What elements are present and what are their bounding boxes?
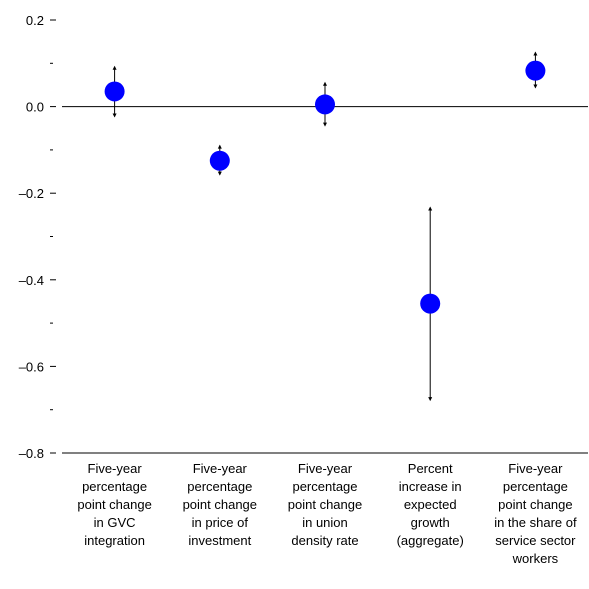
y-tick-label: 0.0 xyxy=(26,100,44,115)
x-tick-label: Five-year percentage point change in price … xyxy=(183,461,257,548)
x-tick-label-line: point change xyxy=(183,497,257,512)
x-tick-label: Five-year percentage point change in GVC int… xyxy=(77,461,151,548)
error-cap-lower xyxy=(217,171,222,176)
x-tick-label-line: percentage xyxy=(187,479,252,494)
x-tick-label-line: point change xyxy=(288,497,362,512)
error-cap-upper xyxy=(112,65,117,70)
y-tick-label: –0.6 xyxy=(19,359,44,374)
point xyxy=(420,293,441,314)
point xyxy=(525,60,546,81)
y-tick-label: –0.8 xyxy=(19,446,44,461)
error-cap-lower xyxy=(428,397,433,402)
point xyxy=(104,81,125,102)
error-cap-lower xyxy=(323,122,327,127)
x-tick-label-line: investment xyxy=(188,533,251,548)
x-tick-label: Five-year percentage point change in the sh… xyxy=(494,461,577,566)
point xyxy=(209,150,230,171)
x-tick-label-line: percentage xyxy=(82,479,147,494)
x-tick-label-line: Five-year xyxy=(508,461,563,476)
x-tick-label-line: percentage xyxy=(292,479,357,494)
x-tick-label-line: expected xyxy=(404,497,457,512)
x-tick-label-line: increase in xyxy=(399,479,462,494)
x-tick-label-line: Percent xyxy=(408,461,453,476)
x-tick-label: Five-year percentage point change in union d… xyxy=(288,461,362,548)
x-tick-label-line: in price of xyxy=(192,515,249,530)
x-tick-label-line: integration xyxy=(84,533,145,548)
error-cap-lower xyxy=(112,113,117,118)
x-tick-label-line: Five-year xyxy=(193,461,248,476)
x-tick-label-line: in GVC xyxy=(94,515,136,530)
error-cap-upper xyxy=(217,144,222,149)
x-tick-label-line: Five-year xyxy=(88,461,143,476)
y-tick-label: –0.4 xyxy=(19,273,44,288)
x-tick-label-line: in the share of xyxy=(494,515,577,530)
error-cap-upper xyxy=(428,206,433,211)
x-tick-label-line: percentage xyxy=(503,479,568,494)
x-tick-label-line: service sector xyxy=(495,533,576,548)
error-cap-upper xyxy=(323,81,327,86)
x-tick-label-line: density rate xyxy=(291,533,358,548)
y-tick-label: –0.2 xyxy=(19,186,44,201)
x-tick-label-line: point change xyxy=(77,497,151,512)
error-cap-upper xyxy=(533,51,538,56)
x-tick-label-line: in union xyxy=(302,515,348,530)
x-tick-label: Percent increase in expected growth (aggrega… xyxy=(397,461,464,548)
x-tick-label-line: point change xyxy=(498,497,572,512)
x-tick-label-line: workers xyxy=(512,551,559,566)
point xyxy=(315,94,335,115)
x-tick-label-line: growth xyxy=(411,515,450,530)
y-tick-label: 0.2 xyxy=(26,13,44,28)
x-tick-label-line: Five-year xyxy=(298,461,353,476)
error-cap-lower xyxy=(533,84,538,89)
x-tick-label-line: (aggregate) xyxy=(397,533,464,548)
